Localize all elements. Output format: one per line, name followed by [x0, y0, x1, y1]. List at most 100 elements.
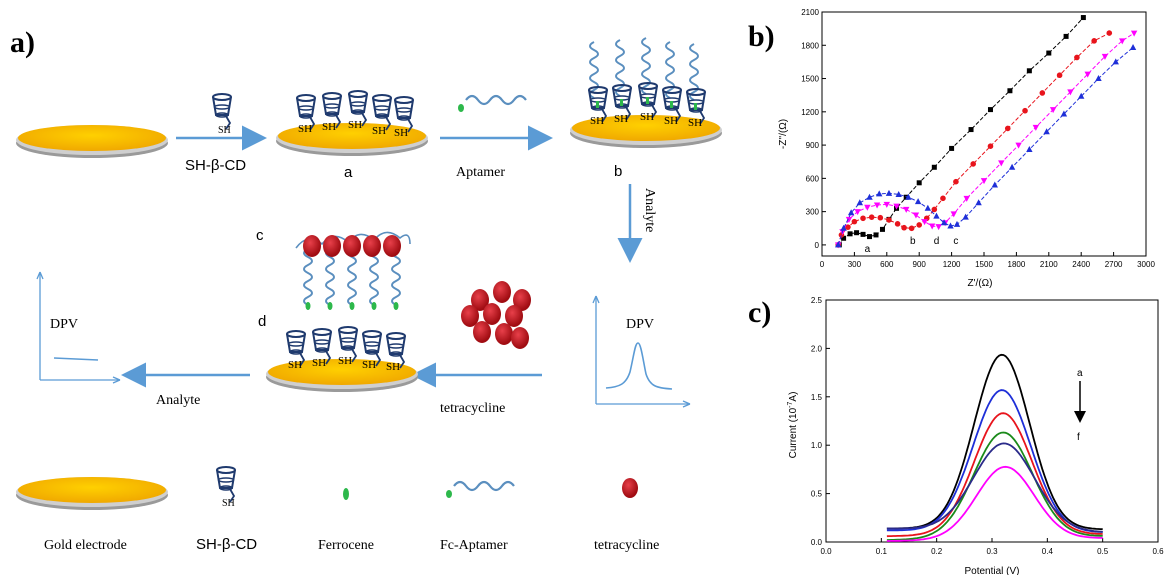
data-point-c [885, 189, 893, 196]
panel-c-annotation-top: a [1077, 368, 1083, 379]
svg-text:SH: SH [322, 121, 336, 133]
svg-text:SH: SH [288, 359, 302, 371]
data-point-b [953, 178, 959, 185]
data-point-c [1078, 92, 1085, 99]
data-point-c [1129, 43, 1137, 50]
panel-c-ytick-label: 0.5 [811, 490, 823, 499]
data-point-b [1039, 90, 1046, 96]
panel-b-xtick-label: 600 [880, 260, 894, 269]
data-point-b [940, 195, 946, 202]
svg-text:SH: SH [664, 115, 678, 127]
panel-c-ylabel: Current (10-7A) [787, 392, 799, 459]
data-point-b [970, 161, 976, 167]
dpv-curve-0 [886, 353, 1103, 531]
series-a: a [836, 15, 1086, 255]
data-point-d [921, 219, 928, 226]
data-point-d [1130, 30, 1138, 37]
panel-b-ytick-label: 1500 [801, 75, 819, 84]
data-point-b [901, 224, 907, 231]
series-label-d: d [934, 236, 940, 247]
panel-c-ylabel-end: A) [788, 392, 799, 402]
data-point-d [854, 209, 861, 216]
panel-b-chart: b) 0 300 600 900 1200 1500 1800 2100 2400 2700 300… [748, 8, 1155, 289]
panel-b-ytick-label: 2100 [801, 8, 819, 17]
panel-b-xtick-label: 1800 [1008, 260, 1026, 269]
panel-b-xtick-label: 900 [913, 260, 927, 269]
svg-text:SH: SH [338, 355, 352, 367]
panel-c-ytick-label: 1.0 [811, 441, 823, 450]
data-point-c [876, 190, 883, 197]
data-point-a [968, 127, 974, 133]
data-point-b [845, 224, 851, 230]
legend-sh-label: SH [222, 498, 235, 509]
dpv-curve-5 [886, 465, 1103, 542]
data-point-c [847, 209, 855, 216]
panel-c-label: c) [748, 296, 771, 329]
dpv-plot-right [592, 295, 691, 408]
panel-b-xtick-label: 1500 [975, 260, 993, 269]
panel-b-ytick-label: 300 [806, 208, 820, 217]
data-point-b [886, 217, 892, 223]
data-point-c [1008, 163, 1016, 170]
step-label-a: a [344, 164, 353, 181]
panel-c-ytick-label: 2.0 [811, 344, 823, 353]
data-point-d [1119, 38, 1126, 45]
legend-label-1: SH-β-CD [196, 536, 257, 553]
data-point-b [987, 143, 994, 149]
svg-text:SH: SH [640, 111, 654, 123]
panel-c-xtick-label: 0.3 [986, 547, 998, 556]
data-point-b [868, 214, 875, 220]
data-point-c [835, 241, 842, 248]
data-point-a [987, 107, 993, 113]
svg-text:SH: SH [386, 361, 400, 373]
svg-text:SH: SH [348, 119, 362, 131]
data-point-c [1095, 75, 1102, 82]
panel-b-ylabel: -Z''/(Ω) [778, 119, 789, 149]
gold-electrode-icon [16, 477, 168, 510]
data-point-b [1022, 107, 1028, 114]
panel-a-label: a) [10, 26, 35, 59]
data-point-c [991, 181, 998, 188]
data-point-a [1063, 33, 1069, 39]
data-point-a [873, 232, 879, 238]
data-point-c [1026, 146, 1033, 153]
data-point-d [935, 224, 942, 231]
panel-c-xtick-label: 0.0 [820, 547, 832, 556]
arrow3-label: Analyte [642, 188, 657, 232]
data-point-b [916, 222, 922, 228]
panel-c-ytick-label: 0.0 [811, 538, 823, 547]
data-point-c [933, 212, 940, 219]
data-point-a [841, 235, 847, 241]
data-point-a [854, 230, 860, 236]
dpv-curve-2 [886, 412, 1103, 538]
legend-label-0: Gold electrode [44, 538, 127, 553]
arrow2-aptamer-icon [458, 94, 528, 112]
data-point-b [931, 206, 938, 213]
svg-text:SH: SH [372, 125, 386, 137]
svg-text:SH: SH [394, 127, 408, 139]
data-point-c [1112, 58, 1119, 65]
data-point-c [940, 219, 948, 226]
data-point-c [1043, 128, 1050, 135]
svg-text:SH: SH [688, 117, 702, 129]
data-point-c [924, 204, 932, 211]
panel-b-label: b) [748, 20, 775, 53]
panel-c-ylabel-sup: -7 [787, 401, 794, 407]
data-point-d [1032, 124, 1040, 131]
data-point-d [912, 212, 920, 219]
svg-text:SH: SH [590, 115, 604, 127]
data-point-b [1056, 72, 1063, 79]
data-point-d [864, 204, 871, 211]
panel-c-xlabel: Potential (V) [964, 566, 1019, 575]
series-b: b [835, 30, 1113, 248]
data-point-b [1074, 54, 1080, 61]
data-point-a [879, 226, 885, 232]
panel-b-xlabel: Z'/(Ω) [968, 278, 993, 289]
tetracycline-cluster [461, 281, 531, 349]
data-point-b [877, 214, 884, 221]
data-point-a [903, 194, 909, 200]
dpv-plot-left [36, 271, 121, 384]
panel-b-xtick-label: 1200 [943, 260, 961, 269]
electrode-b: SH SH SH SH SH [570, 37, 722, 148]
